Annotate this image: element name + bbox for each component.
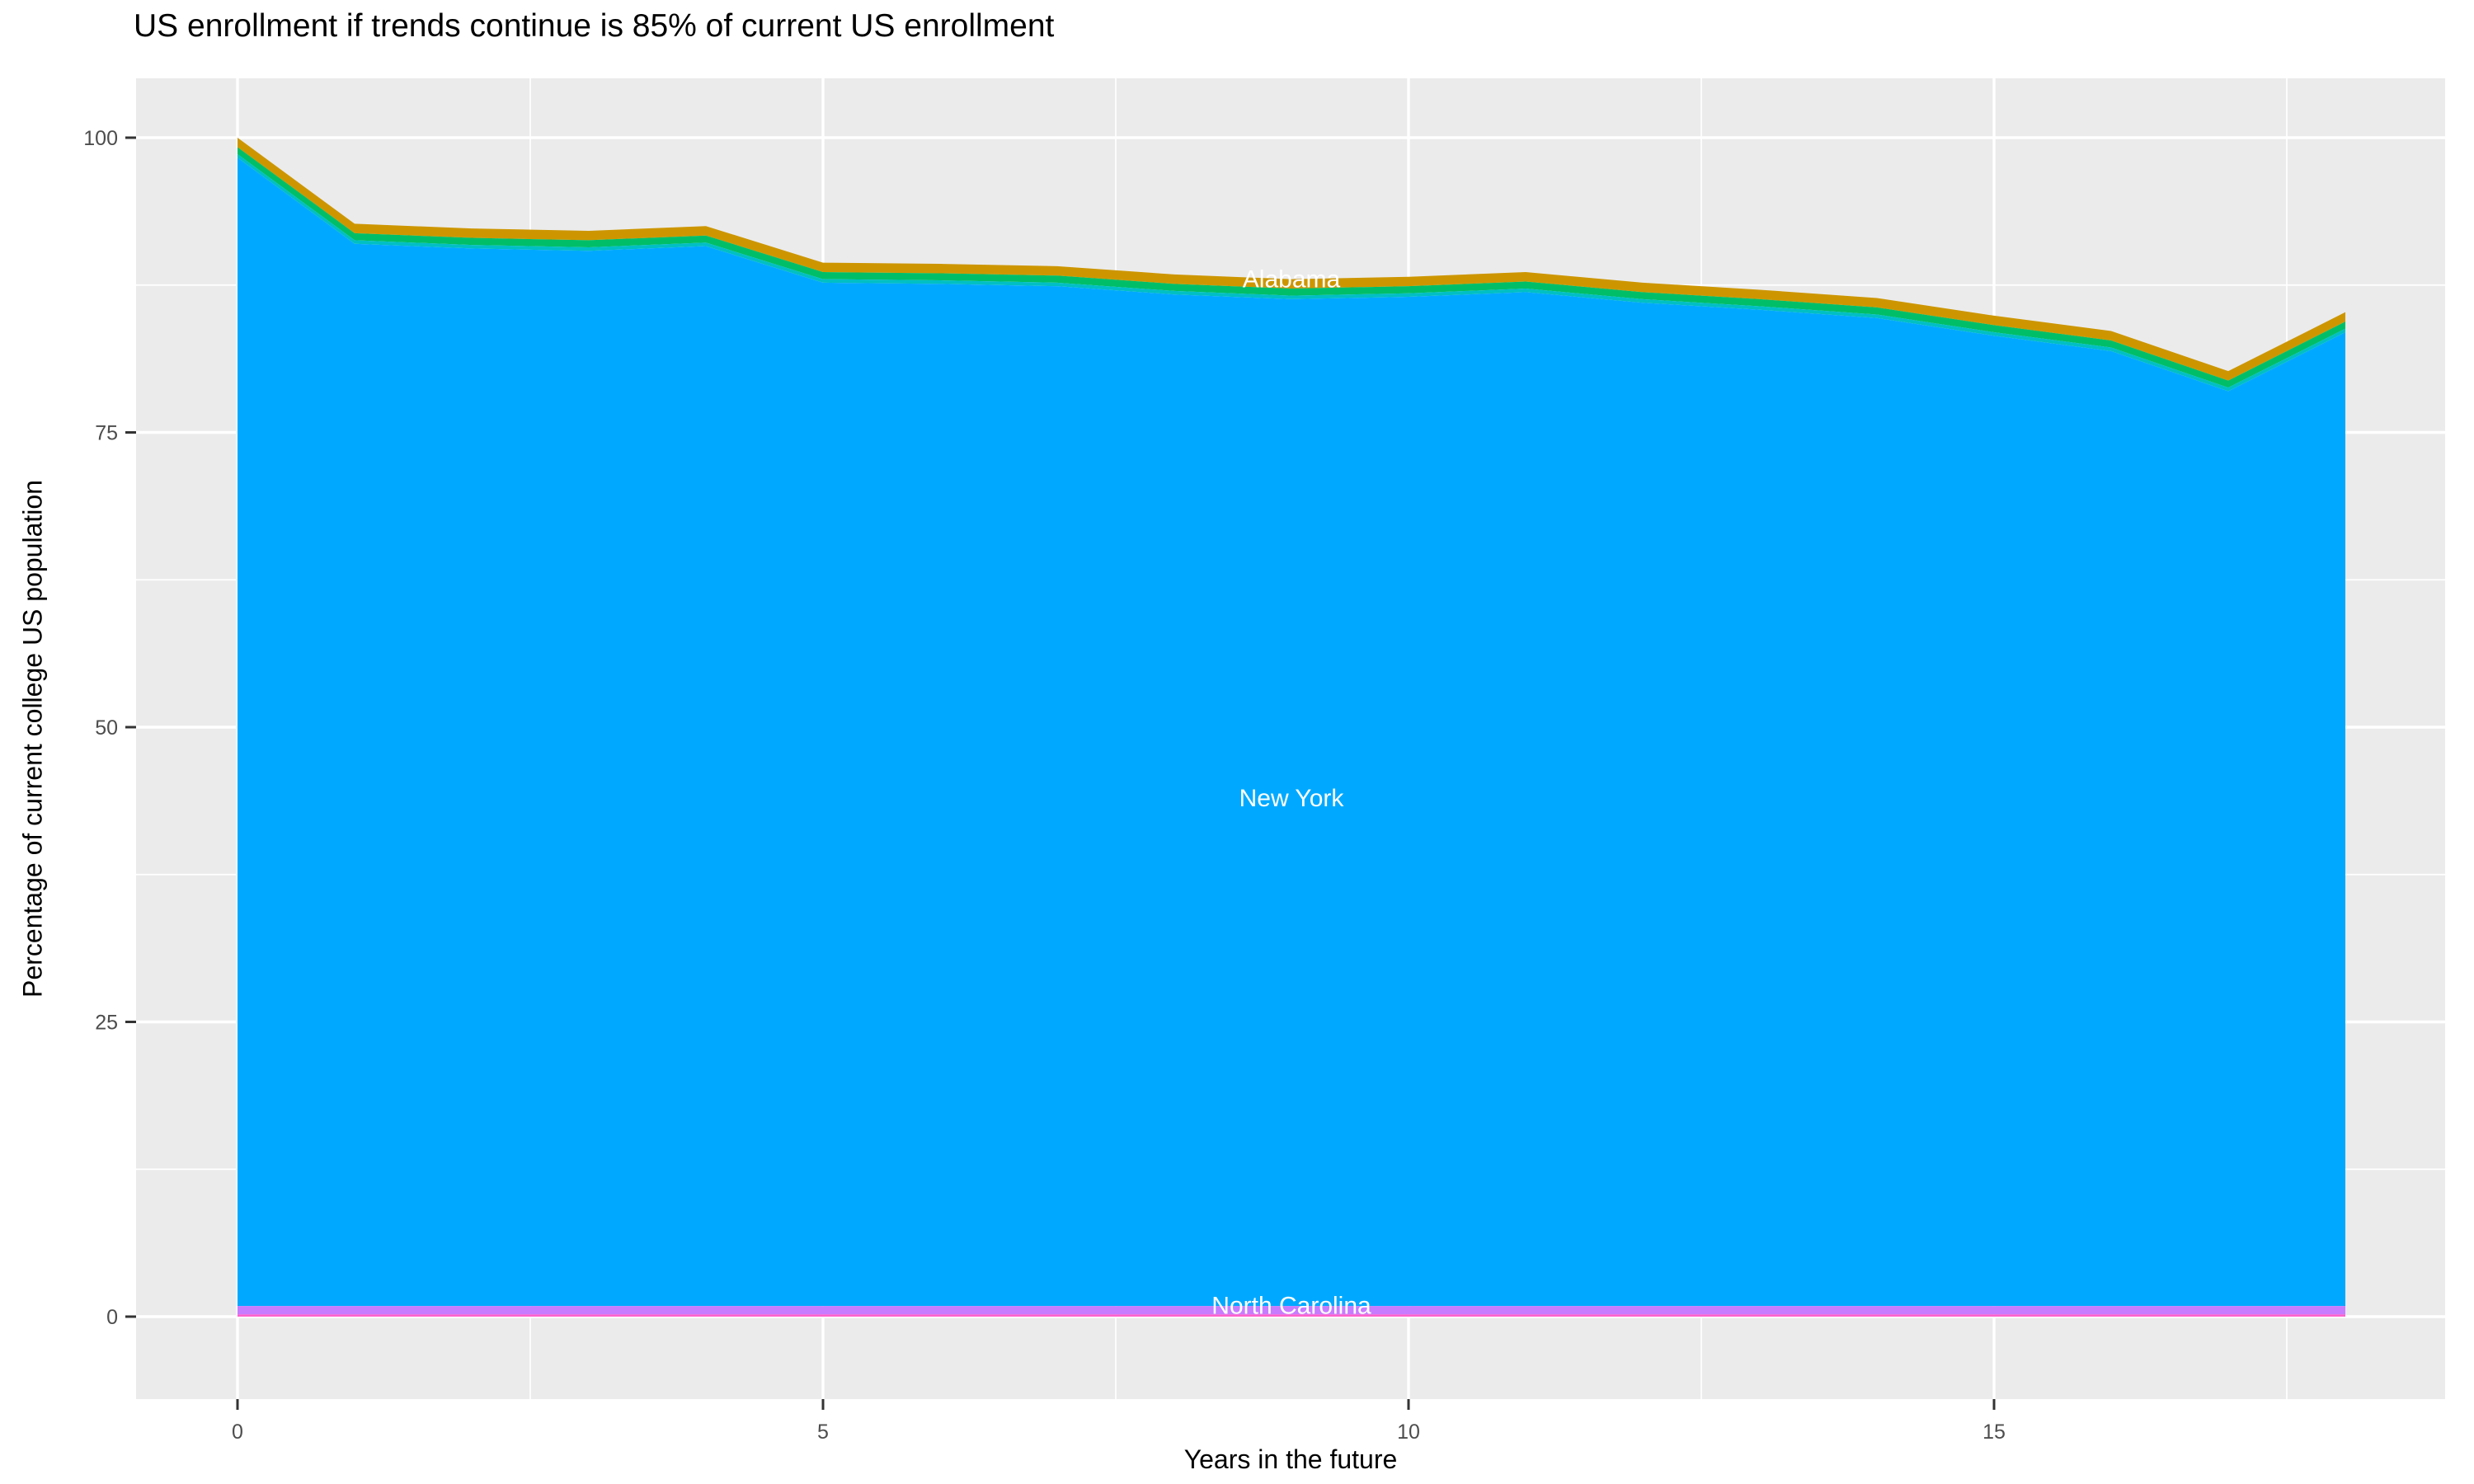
area-label-alabama: Alabama [1243,266,1341,294]
y-tick-label: 50 [95,716,118,740]
y-tick-label: 25 [95,1012,118,1035]
bottom-band-pink [238,1314,2345,1317]
band-violet-north-carolina [238,1306,2345,1315]
y-tick-label: 100 [83,127,118,150]
area-label-new-york: New York [1239,785,1345,812]
area-label-north-carolina: North Carolina [1211,1292,1371,1319]
x-tick-label: 10 [1397,1421,1420,1444]
x-tick-label: 5 [817,1421,829,1444]
y-tick-label: 75 [95,422,118,445]
y-axis-title: Percentage of current college US populat… [17,480,48,998]
x-axis-title: Years in the future [1183,1444,1398,1474]
y-tick-label: 0 [106,1306,118,1329]
x-tick-label: 15 [1982,1421,2006,1444]
band-azure-new-york [238,157,2345,1307]
x-tick-label: 0 [232,1421,243,1444]
chart-title: US enrollment if trends continue is 85% … [134,8,1055,44]
